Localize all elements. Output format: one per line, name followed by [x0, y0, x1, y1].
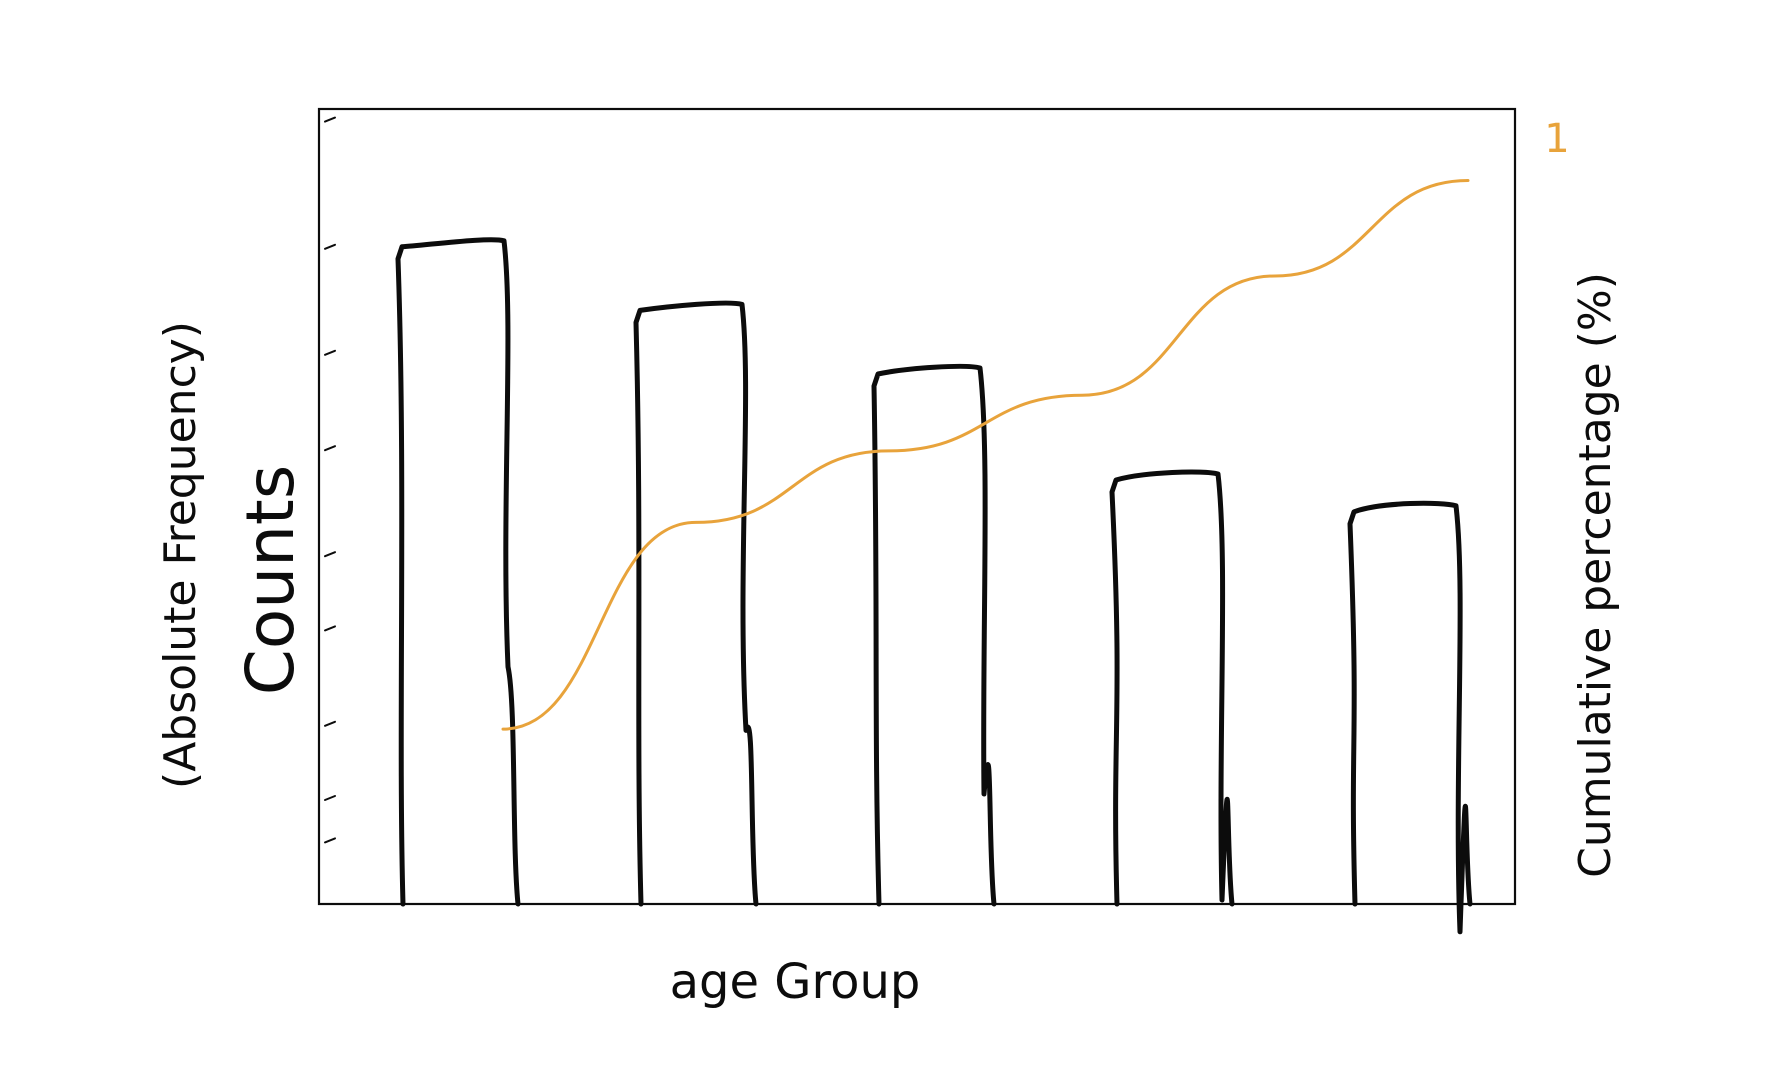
- y-tick-3: [325, 722, 335, 726]
- y-tick-9: [325, 118, 335, 122]
- y2-top-mark: 1: [1544, 116, 1569, 162]
- y-tick-1: [325, 838, 335, 842]
- y-tick-8: [325, 245, 335, 249]
- y-axis-ticks: [325, 118, 335, 843]
- bar-4: [1112, 472, 1232, 904]
- bar-5: [1350, 503, 1470, 931]
- y-tick-7: [325, 351, 335, 355]
- y2-axis-label: Cumulative percentage (%): [1570, 272, 1621, 878]
- plot-frame: [319, 109, 1515, 904]
- y-axis-label-line1: (Absolute Frequency): [155, 321, 206, 789]
- bar-1: [398, 240, 518, 904]
- y-tick-2: [325, 796, 335, 800]
- bar-2: [636, 303, 756, 904]
- y-tick-6: [325, 446, 335, 450]
- y-tick-4: [325, 626, 335, 630]
- y-axis-label-line2: Counts: [232, 465, 309, 695]
- x-axis-label: age Group: [670, 954, 921, 1010]
- y-tick-5: [325, 552, 335, 556]
- bars-group: [398, 240, 1470, 932]
